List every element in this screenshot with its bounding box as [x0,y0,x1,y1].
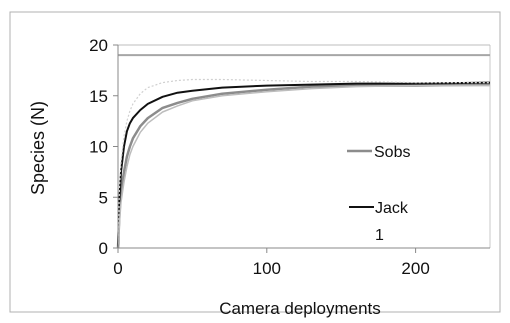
x-tick-label-0: 0 [113,259,122,278]
y-tick-label-15: 15 [89,87,108,106]
x-tick-label-100: 100 [253,259,281,278]
y-tick-label-10: 10 [89,138,108,157]
y-tick-label-5: 5 [99,188,108,207]
series-line-ci-upper [117,78,490,249]
chart-border [9,11,501,313]
legend-sublabel-jack1: 1 [375,227,384,244]
x-axis-label: Camera deployments [219,299,381,318]
x-tick-label-200: 200 [401,259,429,278]
y-tick-label-20: 20 [89,36,108,55]
series-line-jack1 [117,81,491,249]
series-line-ci-lower [117,84,490,249]
legend-label-jack1: Jack [375,200,409,217]
legend-label-sobs: Sobs [374,144,410,161]
y-tick-label-0: 0 [99,239,108,258]
y-axis-label: Species (N) [28,101,48,195]
series-line-sobs [116,83,491,249]
legend: Sobs Jack 1 [347,144,410,244]
